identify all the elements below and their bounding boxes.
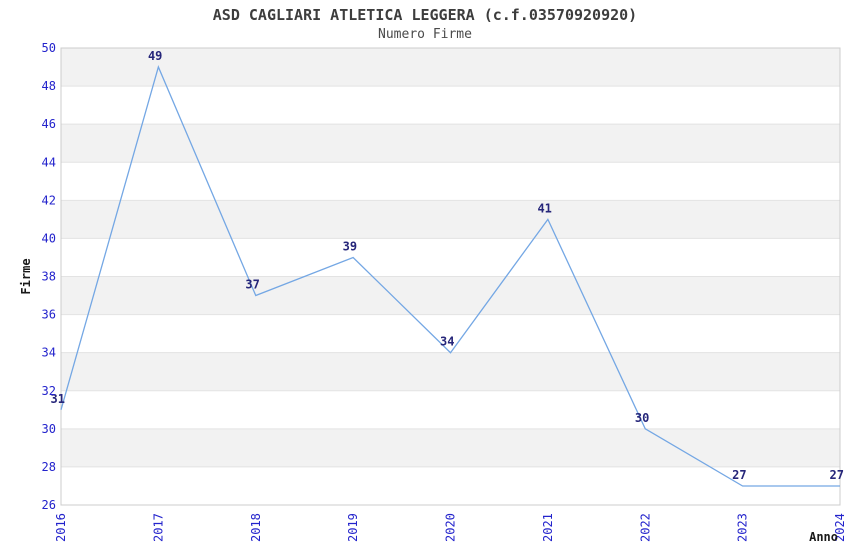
- x-tick-label: 2019: [346, 513, 360, 542]
- chart-title: ASD CAGLIARI ATLETICA LEGGERA (c.f.03570…: [212, 6, 638, 24]
- y-tick-label: 46: [42, 117, 56, 131]
- data-point-label: 27: [732, 468, 746, 482]
- x-axis-title: Anno: [809, 530, 838, 544]
- x-tick-label: 2016: [54, 513, 68, 542]
- x-tick-label: 2018: [249, 513, 263, 542]
- y-tick-label: 30: [42, 422, 56, 436]
- y-tick-label: 28: [42, 460, 56, 474]
- grid-band: [61, 48, 840, 87]
- x-tick-label: 2024: [833, 513, 847, 542]
- data-point-label: 49: [148, 49, 162, 63]
- data-point-label: 27: [830, 468, 844, 482]
- x-tick-label: 2023: [736, 513, 750, 542]
- grid-band: [61, 428, 840, 467]
- y-tick-label: 36: [42, 308, 56, 322]
- data-line: [60, 65, 840, 487]
- y-tick-label: 44: [42, 155, 56, 169]
- y-tick-label: 26: [42, 498, 56, 512]
- grid-band: [61, 124, 840, 163]
- plot-border: [60, 47, 841, 506]
- data-point-label: 30: [635, 411, 649, 425]
- data-point-label: 41: [537, 201, 551, 215]
- x-tick-label: 2017: [151, 513, 165, 542]
- chart-subtitle: Numero Firme: [378, 27, 472, 42]
- y-tick-label: 38: [42, 270, 56, 284]
- x-tick-label: 2021: [541, 513, 555, 542]
- data-point-label: 37: [245, 278, 259, 292]
- data-point-label: 39: [343, 240, 357, 254]
- x-tick-label: 2022: [638, 513, 652, 542]
- y-axis-title: Firme: [19, 258, 33, 294]
- data-point-label: 31: [51, 392, 65, 406]
- data-point-label: 34: [440, 335, 454, 349]
- y-tick-label: 42: [42, 193, 56, 207]
- grid-band: [61, 352, 840, 391]
- grid-band: [61, 276, 840, 315]
- y-tick-label: 48: [42, 79, 56, 93]
- y-tick-label: 32: [42, 384, 56, 398]
- y-tick-label: 40: [42, 231, 56, 245]
- y-tick-label: 34: [42, 346, 56, 360]
- x-tick-label: 2020: [444, 513, 458, 542]
- grid-band: [61, 200, 840, 239]
- y-tick-label: 50: [42, 41, 56, 55]
